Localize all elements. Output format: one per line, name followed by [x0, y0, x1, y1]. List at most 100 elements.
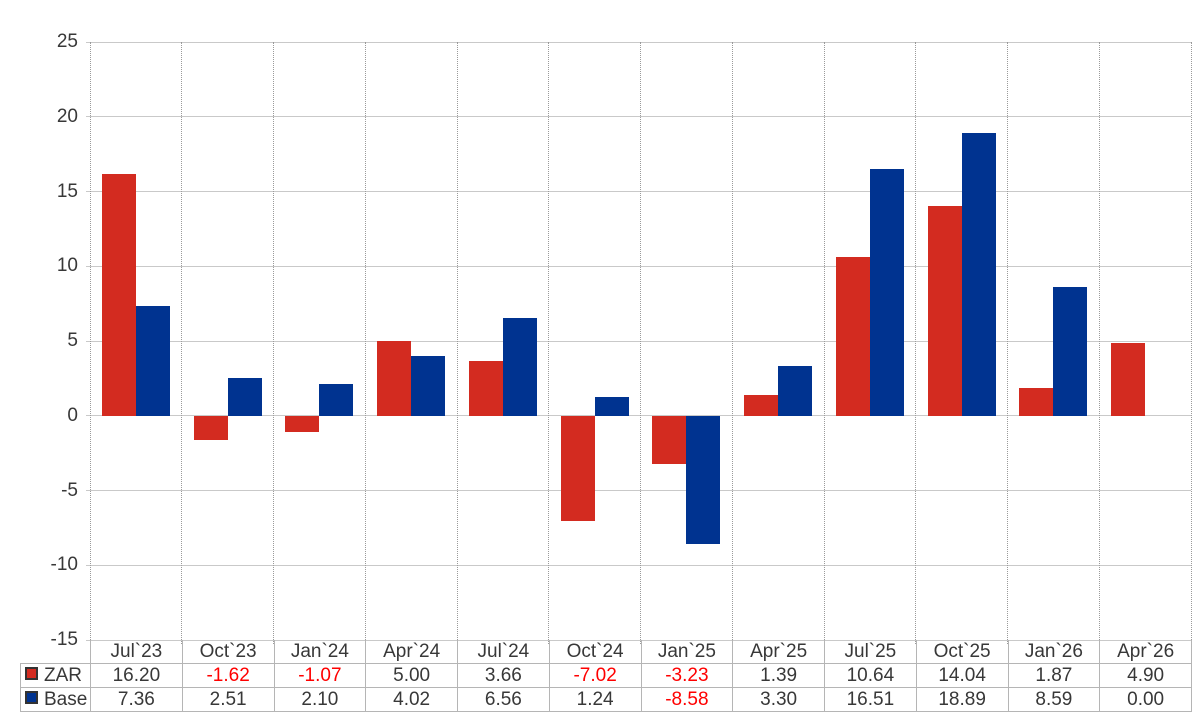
bar-zar-jul23: [101, 173, 136, 416]
v-gridline: [1190, 42, 1192, 644]
column-header: Apr`25: [732, 640, 825, 664]
legend-marker-icon: [25, 667, 38, 680]
bar-base-jan26: [1053, 287, 1088, 416]
column-header: Oct`24: [548, 640, 642, 664]
series-name: Base: [44, 689, 88, 710]
column-header: Jul`24: [457, 640, 550, 664]
table-cell: -3.23: [640, 663, 734, 688]
column-header: Jan`25: [640, 640, 734, 664]
v-gridline: [548, 42, 550, 644]
table-cell: 7.36: [90, 687, 183, 712]
bar-base-jul23: [135, 305, 170, 416]
h-gridline: [86, 116, 1191, 118]
bar-zar-oct24: [560, 415, 595, 521]
y-axis-label: -15: [50, 629, 78, 650]
bar-zar-apr25: [744, 395, 779, 416]
column-header: Oct`25: [915, 640, 1009, 664]
table-cell: 16.51: [824, 687, 917, 712]
v-gridline: [1098, 42, 1100, 644]
y-axis-label: 0: [67, 404, 78, 426]
bar-base-apr25: [778, 366, 813, 416]
v-gridline: [181, 42, 183, 644]
v-gridline: [731, 42, 733, 644]
bar-base-jul24: [502, 317, 537, 416]
column-header: Apr`24: [365, 640, 458, 664]
table-cell: 1.24: [548, 687, 642, 712]
y-axis-label: 20: [56, 105, 78, 127]
table-cell: 0.00: [1099, 687, 1192, 712]
table-header-row: Jul`23 Oct`23 Jan`24 Apr`24 Jul`24 Oct`24 Jan`…: [21, 640, 1192, 664]
y-axis-label: -5: [61, 479, 78, 501]
column-header: Jan`24: [273, 640, 367, 664]
column-header: Jan`26: [1007, 640, 1101, 664]
h-gridline: [86, 415, 1191, 417]
table-cell: 16.20: [90, 663, 183, 688]
table-cell: -7.02: [548, 663, 642, 688]
h-gridline: [86, 41, 1191, 43]
v-gridline: [915, 42, 917, 644]
table-cell: 2.10: [273, 687, 367, 712]
y-axis-label: 15: [56, 180, 78, 202]
legend-cell: Base: [20, 687, 91, 712]
h-gridline: [86, 265, 1191, 267]
h-gridline: [86, 340, 1191, 342]
table-cell: -1.62: [181, 663, 275, 688]
y-axis-label: 10: [56, 255, 78, 277]
table-cell: 5.00: [365, 663, 458, 688]
bar-base-oct25: [961, 133, 996, 416]
column-header: Oct`23: [181, 640, 275, 664]
v-gridline: [823, 42, 825, 644]
table-cell: 4.02: [365, 687, 458, 712]
v-gridline: [1007, 42, 1008, 644]
table-row: ZAR 16.20 -1.62 -1.07 5.00 3.66 -7.02 -3.23 1.39…: [20, 663, 1192, 688]
table-row: Base 7.36 2.51 2.10 4.02 6.56 1.24 -8.58 3.30 16.…: [20, 687, 1192, 712]
v-gridline: [640, 42, 641, 644]
v-gridline: [364, 42, 366, 644]
bar-zar-jul25: [835, 256, 870, 416]
table-cell: 1.39: [732, 663, 825, 688]
table-cell: 8.59: [1007, 687, 1101, 712]
table-cell: 6.56: [457, 687, 550, 712]
table-cell: 10.64: [824, 663, 917, 688]
column-header: Jul`25: [824, 640, 917, 664]
table-cell: 3.30: [732, 687, 825, 712]
table-cell: 18.89: [915, 687, 1009, 712]
bar-zar-apr26: [1111, 342, 1146, 416]
h-gridline: [86, 564, 1191, 566]
column-header: Apr`26: [1099, 640, 1192, 664]
legend-cell: ZAR: [20, 663, 91, 688]
y-axis-label: 25: [56, 31, 78, 52]
bar-zar-jan26: [1019, 387, 1054, 416]
y-axis-label: 5: [67, 330, 78, 351]
bar-zar-jan25: [652, 415, 687, 465]
bar-base-apr24: [411, 355, 446, 416]
v-gridline: [456, 42, 458, 644]
corner-cell: [21, 640, 91, 664]
bar-base-oct23: [227, 378, 262, 416]
bar-base-jan25: [686, 415, 721, 545]
table-cell: 1.87: [1007, 663, 1101, 688]
table-cell: 14.04: [915, 663, 1009, 688]
bar-zar-apr24: [377, 341, 412, 416]
legend-marker-icon: [25, 691, 38, 704]
bar-zar-jan24: [285, 415, 320, 432]
bar-base-jan24: [319, 384, 354, 416]
y-axis-label: -10: [50, 554, 78, 576]
h-gridline: [86, 191, 1191, 192]
bar-zar-jul24: [468, 361, 503, 416]
v-gridline: [273, 42, 274, 644]
data-table: Jul`23 Oct`23 Jan`24 Apr`24 Jul`24 Oct`24 Jan`…: [20, 640, 1192, 712]
series-name: ZAR: [44, 665, 82, 686]
v-gridline: [89, 42, 91, 644]
table-cell: 4.90: [1099, 663, 1192, 688]
bar-base-oct24: [594, 397, 629, 416]
table-cell: 3.66: [457, 663, 550, 688]
bar-zar-oct23: [193, 415, 228, 440]
column-header: Jul`23: [90, 640, 183, 664]
table-cell: -1.07: [273, 663, 367, 688]
table-cell: -8.58: [640, 687, 734, 712]
table-cell: 2.51: [181, 687, 275, 712]
bar-base-jul25: [869, 168, 904, 416]
